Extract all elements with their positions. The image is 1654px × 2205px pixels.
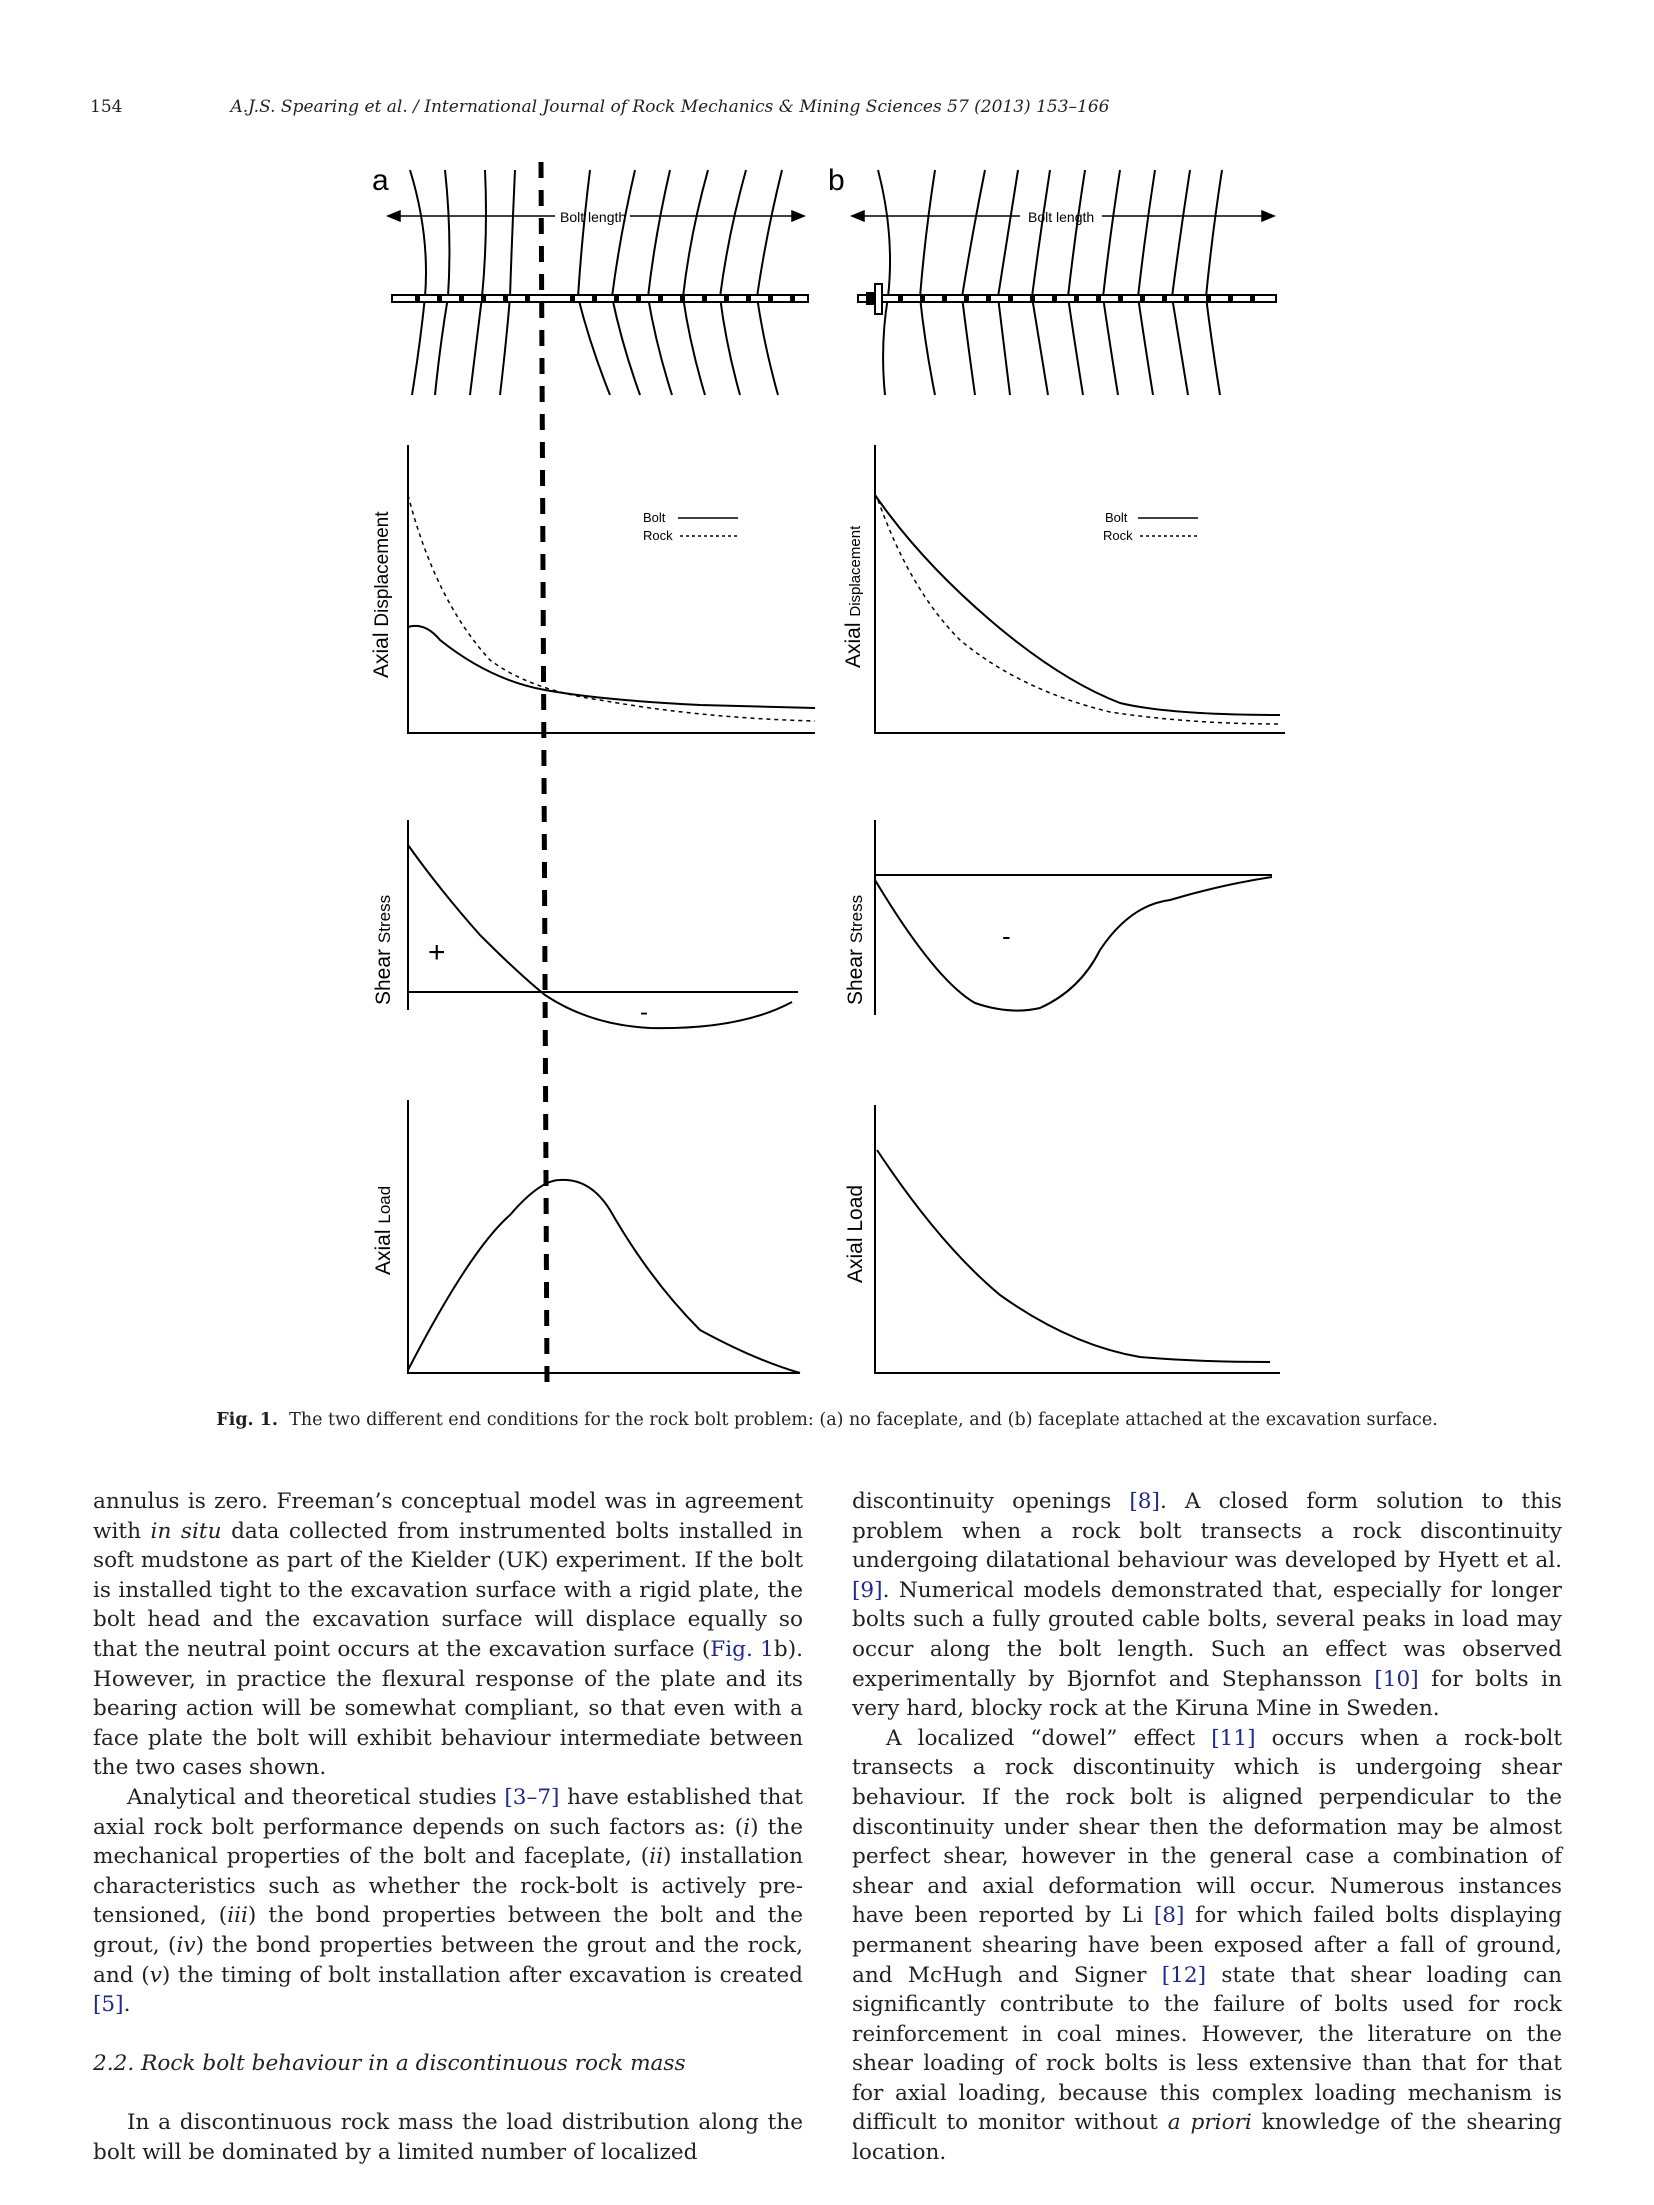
text: data collected from instrumented bolts i…	[93, 1518, 803, 1662]
text: ) the timing of bolt installation after …	[161, 1962, 803, 1988]
ylabel-sub: Stress	[375, 895, 394, 943]
ylabel-main: Axial	[372, 1229, 395, 1275]
panel-b-shear-ylabel: Shear Stress	[844, 895, 867, 1005]
ylabel-sub: Displacement	[372, 511, 393, 627]
panel-a-load-ylabel: Axial Load	[372, 1186, 395, 1275]
panel-b-load-plot	[874, 1105, 1280, 1374]
figure-1: a Bolt length	[0, 150, 1654, 1404]
text: b). However, in practice the flexural re…	[93, 1636, 803, 1781]
text: ) the bond properties between the grout …	[93, 1932, 804, 1988]
panel-b-load-ylabel: Axial Load	[844, 1185, 867, 1283]
text: for bolts in very hard, blocky rock at t…	[852, 1666, 1562, 1722]
panel-a-bolt-length-label: Bolt length	[560, 209, 626, 225]
text-italic: i	[743, 1814, 751, 1840]
panel-b-label: b	[828, 164, 845, 197]
figure-1-svg: a Bolt length	[370, 161, 1285, 1386]
panel-b-minus-sign: -	[1002, 921, 1011, 951]
text: ) installation characteristics such as w…	[93, 1844, 803, 1929]
ylabel-sub: Load	[375, 1186, 394, 1224]
text: knowledge of the shearing location.	[852, 2110, 1562, 2166]
panel-a-legend-rock: Rock	[643, 528, 673, 543]
text-italic: a priori	[1167, 2110, 1252, 2136]
panel-b-legend-bolt: Bolt	[1105, 510, 1128, 525]
ylabel-main: Axial	[844, 1237, 867, 1283]
panel-b-displacement-ylabel: Axial Displacement	[842, 525, 865, 668]
text-italic: ii	[649, 1844, 664, 1870]
citation-link[interactable]: [5]	[93, 1992, 124, 2018]
text: annulus is zero. Freeman’s conceptual mo…	[93, 1489, 803, 1544]
panel-a-minus-sign: -	[640, 999, 648, 1026]
text-italic: in situ	[150, 1518, 222, 1544]
panel-b-legend: Bolt Rock	[1103, 510, 1198, 543]
panel-b-discontinuities	[877, 169, 1223, 396]
text: state that shear loading can significant…	[852, 1962, 1562, 2136]
text: Analytical and theoretical studies	[127, 1784, 505, 1810]
page-header: 154 A.J.S. Spearing et al. / Internation…	[90, 97, 1250, 127]
panel-b-bolt-length-arrow	[850, 209, 1276, 223]
ylabel-sub: Displacement	[847, 525, 864, 617]
text-italic: iv	[176, 1932, 196, 1958]
section-heading: 2.2. Rock bolt behaviour in a discontinu…	[93, 2051, 686, 2077]
right-paragraph-1: discontinuity openings [8]. A closed for…	[852, 1487, 1562, 1724]
citation-link[interactable]: [8]	[1129, 1489, 1160, 1514]
ylabel-sub: Load	[844, 1185, 867, 1232]
right-paragraph-2: A localized “dowel” effect [11] occurs w…	[852, 1724, 1562, 2168]
panel-a-label: a	[372, 164, 389, 197]
ylabel-main: Axial	[842, 622, 865, 668]
text: ) the mechanical properties of the bolt …	[93, 1814, 803, 1870]
caption-label: Fig. 1.	[216, 1410, 279, 1430]
ylabel-main: Axial	[370, 632, 393, 678]
page-number: 154	[90, 97, 123, 117]
left-paragraph-2: Analytical and theoretical studies [3–7]…	[93, 1783, 803, 2020]
ylabel-main: Shear	[372, 949, 395, 1005]
text-italic: iii	[227, 1903, 248, 1929]
journal-citation: A.J.S. Spearing et al. / International J…	[230, 97, 1110, 117]
citation-link[interactable]: [3–7]	[504, 1784, 560, 1810]
figure-link[interactable]: Fig. 1	[710, 1636, 774, 1662]
panel-b-shear-plot	[874, 820, 1273, 1015]
figure-caption: Fig. 1. The two different end conditions…	[0, 1410, 1654, 1430]
text: occurs when a rock-bolt transects a rock…	[852, 1725, 1562, 1929]
text: . A closed form solution to this problem…	[852, 1489, 1562, 1574]
left-column: annulus is zero. Freeman’s conceptual mo…	[93, 1487, 803, 2168]
citation-link[interactable]: [12]	[1161, 1962, 1207, 1988]
text: A localized “dowel” effect	[886, 1725, 1212, 1751]
panel-a-bolt-length-arrow	[386, 209, 806, 223]
panel-a-discontinuities	[409, 169, 783, 396]
panel-a-shear-ylabel: Shear Stress	[372, 895, 395, 1005]
panel-a-load-plot	[407, 1100, 801, 1374]
panel-a-legend: Bolt Rock	[643, 510, 738, 543]
citation-link[interactable]: [11]	[1211, 1725, 1256, 1751]
panel-a-displacement-ylabel: Axial Displacement	[370, 511, 393, 678]
text: for which failed bolts displaying perman…	[852, 1903, 1562, 1988]
citation-link[interactable]: [9]	[852, 1577, 883, 1603]
panel-a-bolt	[391, 294, 809, 303]
text: discontinuity openings	[852, 1489, 1130, 1514]
ylabel-sub: Stress	[847, 895, 866, 943]
text: have established that axial rock bolt pe…	[93, 1784, 803, 1840]
text: ) the bond properties between the bolt a…	[93, 1903, 803, 1958]
left-paragraph-3: In a discontinuous rock mass the load di…	[93, 2110, 803, 2166]
panel-b-bolt	[857, 283, 1277, 315]
citation-link[interactable]: [10]	[1374, 1666, 1419, 1692]
panel-b-bolt-length-label: Bolt length	[1028, 209, 1094, 225]
panel-b-legend-rock: Rock	[1103, 528, 1133, 543]
panel-b-displacement-plot	[874, 445, 1285, 734]
left-paragraph-1: annulus is zero. Freeman’s conceptual mo…	[93, 1487, 803, 1783]
right-column: discontinuity openings [8]. A closed for…	[852, 1487, 1562, 2168]
panel-a-displacement-plot	[407, 445, 816, 734]
text-italic: v	[149, 1962, 162, 1988]
panel-a-legend-bolt: Bolt	[643, 510, 666, 525]
faceplate	[874, 283, 883, 315]
panel-a-shear-plot	[407, 820, 798, 1030]
panel-a-plus-sign: +	[428, 936, 446, 969]
caption-text: The two different end conditions for the…	[289, 1410, 1438, 1430]
text: .	[123, 1992, 131, 2018]
ylabel-main: Shear	[844, 949, 867, 1005]
text: . Numerical models demonstrated that, es…	[852, 1577, 1562, 1692]
citation-link[interactable]: [8]	[1153, 1903, 1185, 1929]
neutral-point-line	[538, 161, 550, 1386]
